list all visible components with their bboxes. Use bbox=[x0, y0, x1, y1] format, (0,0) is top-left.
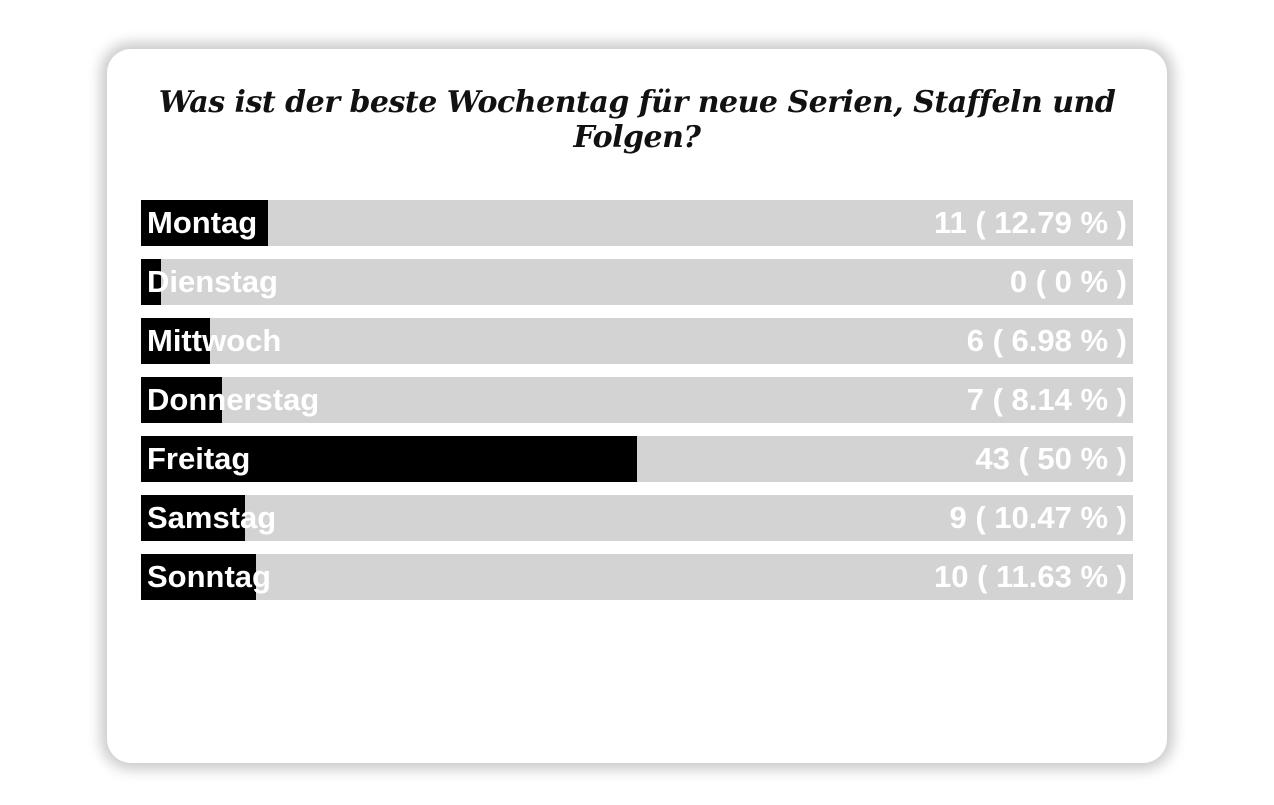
result-label-montag: Montag bbox=[147, 205, 258, 240]
result-value-freitag: 43 ( 50 % ) bbox=[975, 441, 1127, 476]
result-bar-freitag bbox=[141, 436, 637, 482]
result-row-freitag: Freitag 43 ( 50 % ) bbox=[141, 436, 1133, 482]
result-label-freitag: Freitag bbox=[147, 441, 251, 476]
result-row-samstag: Samstag 9 ( 10.47 % ) bbox=[141, 495, 1133, 541]
result-row-dienstag: Dienstag 0 ( 0 % ) bbox=[141, 259, 1133, 305]
result-row-donnerstag: Donnerstag 7 ( 8.14 % ) bbox=[141, 377, 1133, 423]
result-bar-donnerstag bbox=[141, 377, 222, 423]
result-value-montag: 11 ( 12.79 % ) bbox=[933, 205, 1127, 240]
result-row-mittwoch: Mittwoch 6 ( 6.98 % ) bbox=[141, 318, 1133, 364]
result-value-mittwoch: 6 ( 6.98 % ) bbox=[966, 323, 1127, 358]
result-label-sonntag: Sonntag bbox=[147, 559, 271, 594]
result-bar-sonntag bbox=[141, 554, 257, 600]
poll-results-card: Was ist der beste Wochentag für neue Ser… bbox=[107, 49, 1167, 763]
result-label-mittwoch: Mittwoch bbox=[147, 323, 282, 358]
result-row-montag: Montag 11 ( 12.79 % ) bbox=[141, 200, 1133, 246]
result-value-samstag: 9 ( 10.47 % ) bbox=[949, 500, 1127, 535]
result-value-sonntag: 10 ( 11.63 % ) bbox=[933, 559, 1127, 594]
result-value-donnerstag: 7 ( 8.14 % ) bbox=[966, 382, 1127, 417]
result-value-dienstag: 0 ( 0 % ) bbox=[1009, 264, 1127, 299]
poll-results-list: Montag 11 ( 12.79 % ) Dienstag 0 ( 0 % ) Mit… bbox=[141, 200, 1133, 613]
result-bar-samstag bbox=[141, 495, 245, 541]
result-row-sonntag: Sonntag 10 ( 11.63 % ) bbox=[141, 554, 1133, 600]
result-label-donnerstag: Donnerstag bbox=[147, 382, 320, 417]
result-label-samstag: Samstag bbox=[147, 500, 277, 535]
poll-question: Was ist der beste Wochentag für neue Ser… bbox=[158, 85, 1116, 155]
result-bar-montag bbox=[141, 200, 268, 246]
result-bar-dienstag bbox=[141, 259, 161, 305]
result-bar-mittwoch bbox=[141, 318, 211, 364]
result-label-dienstag: Dienstag bbox=[147, 264, 278, 299]
